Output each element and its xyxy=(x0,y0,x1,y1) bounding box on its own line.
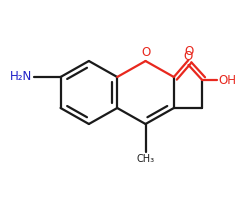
Text: CH₃: CH₃ xyxy=(137,154,155,164)
Text: O: O xyxy=(185,45,194,58)
Text: OH: OH xyxy=(219,73,237,86)
Text: O: O xyxy=(183,50,192,63)
Text: O: O xyxy=(141,46,150,59)
Text: H₂N: H₂N xyxy=(10,71,32,84)
